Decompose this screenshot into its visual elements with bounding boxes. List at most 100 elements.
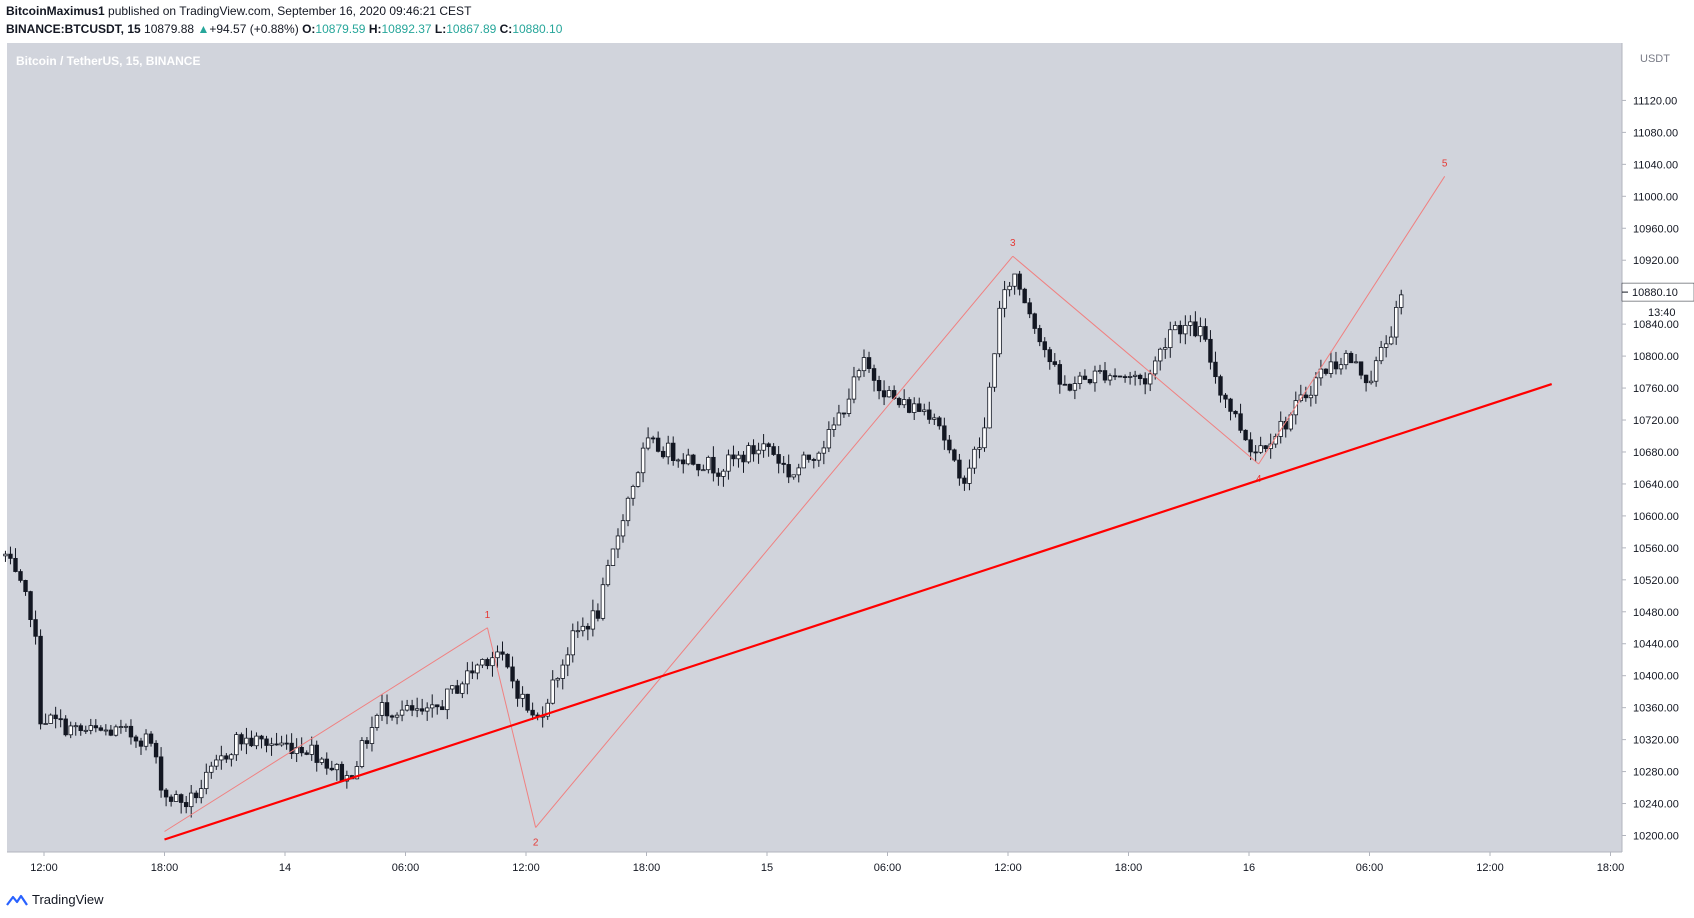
candle-body [555, 678, 560, 681]
candle-body [470, 670, 475, 674]
candle-body [861, 357, 867, 372]
ohlc-line: BINANCE:BTCUSDT, 15 10879.88 ▲+94.57 (+0… [6, 22, 562, 36]
candle-body [881, 390, 887, 398]
candle-body [48, 714, 53, 724]
candle-body [138, 740, 144, 747]
candle-body [78, 725, 83, 732]
y-tick-label: 10840.00 [1633, 319, 1679, 331]
candle-body [58, 718, 63, 721]
candle-body [1268, 443, 1273, 449]
candle-body [354, 766, 360, 780]
candle-body [440, 706, 445, 711]
candle-body [731, 454, 736, 460]
candle-body [630, 485, 636, 499]
candle-body [369, 727, 375, 744]
candle-body [806, 454, 811, 460]
candle-body [580, 625, 586, 632]
candle-body [520, 693, 525, 699]
y-tick-label: 10440.00 [1633, 639, 1679, 651]
candle-body [1263, 445, 1268, 449]
candle-body [133, 736, 139, 742]
candle-body [224, 755, 229, 760]
y-tick-label: 11000.00 [1633, 191, 1678, 203]
candle-body [987, 386, 992, 429]
high-label: H: [368, 22, 382, 36]
candle-body [997, 307, 1002, 355]
candle-body [128, 725, 134, 738]
candle-body [143, 733, 149, 747]
candle-body [28, 591, 33, 620]
candle-body [490, 657, 495, 667]
candle-body [605, 565, 611, 586]
candle-body [394, 714, 400, 718]
candle-body [364, 740, 370, 744]
price-axis[interactable]: USDT 10200.00 10240.00 10280.00 10320.00 103… [1621, 43, 1694, 852]
candle-body [701, 469, 706, 472]
candle-body [1233, 410, 1238, 415]
candle-body [3, 553, 8, 557]
candle-body [856, 370, 862, 378]
candle-body [756, 449, 761, 455]
candle-body [1158, 348, 1163, 362]
wave-line-segment [1258, 176, 1446, 465]
y-tick-label: 10800.00 [1633, 351, 1679, 363]
candle-body [776, 454, 781, 464]
x-tick-label: 12:00 [512, 862, 540, 874]
candle-body [1057, 364, 1063, 385]
candle-body [696, 463, 701, 471]
candle-body [1042, 341, 1047, 351]
y-tick-label: 10680.00 [1633, 447, 1679, 459]
candle-body [831, 424, 837, 430]
candle-body [465, 670, 470, 685]
candle-body [194, 792, 199, 799]
candle-body [279, 742, 284, 746]
candle-body [1137, 374, 1143, 380]
author-name[interactable]: BitcoinMaximus1 [6, 4, 105, 18]
candle-body [1002, 289, 1007, 309]
x-tick-label: 12:00 [30, 862, 58, 874]
candle-body [1298, 394, 1304, 402]
candle-body [766, 443, 771, 448]
candle-body [163, 789, 169, 798]
close-value: 10880.10 [512, 22, 563, 36]
candle-body [414, 708, 420, 711]
candle-body [1343, 352, 1349, 366]
candle-body [1032, 313, 1037, 329]
candle-body [485, 659, 490, 667]
wave-label-5: 5 [1442, 158, 1448, 169]
candle-body [570, 630, 575, 656]
candle-body [73, 725, 78, 728]
wave-label-2: 2 [533, 838, 539, 849]
y-tick-label: 10720.00 [1633, 415, 1679, 427]
candle-body [460, 683, 465, 694]
candle-body [1198, 326, 1203, 337]
candle-body [977, 447, 982, 450]
candle-body [88, 725, 93, 731]
plot-area[interactable] [7, 43, 1622, 852]
candle-body [706, 456, 711, 471]
candle-body [1122, 376, 1128, 378]
candle-body [1373, 360, 1379, 382]
candle-body [912, 403, 917, 413]
candle-body [1017, 273, 1022, 290]
candle-body [746, 445, 751, 463]
x-tick-label: 15 [761, 862, 773, 874]
time-axis[interactable]: 12:00 18:00 14 06:00 12:00 18:00 15 06:00 12:00 1… [7, 851, 1624, 874]
candle-body [1228, 398, 1233, 412]
candle-body [269, 743, 274, 746]
chart-title: Bitcoin / TetherUS, 15, BINANCE [16, 54, 200, 68]
candle-body [947, 439, 952, 451]
candle-body [424, 707, 430, 712]
candle-body [324, 758, 329, 769]
candle-body [1193, 321, 1198, 337]
candle-body [896, 398, 902, 406]
candle-body [565, 654, 570, 666]
candle-body [721, 470, 726, 477]
y-tick-label: 10960.00 [1633, 223, 1679, 235]
candle-body [942, 425, 947, 441]
candle-body [63, 718, 68, 736]
candle-body [1378, 346, 1384, 362]
last-price-label: 10880.10 [1632, 287, 1678, 299]
candle-body [1293, 400, 1298, 416]
